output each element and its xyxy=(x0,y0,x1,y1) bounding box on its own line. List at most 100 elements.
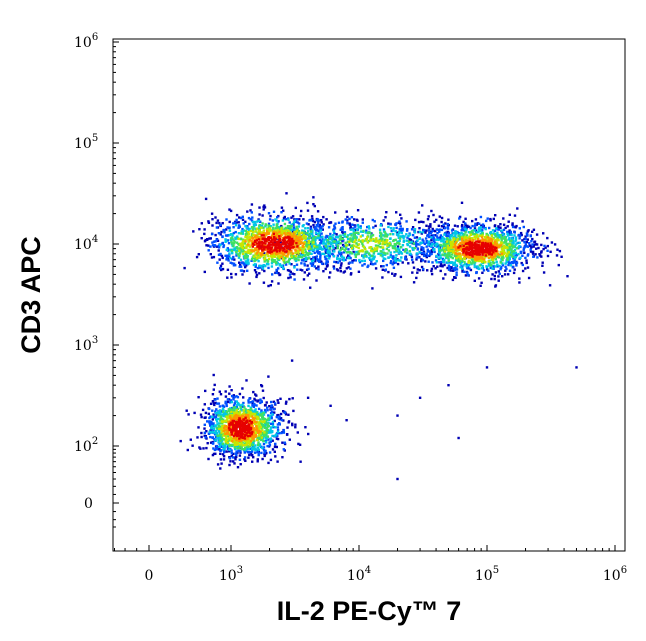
event-dot xyxy=(306,264,309,267)
event-dot xyxy=(348,251,351,254)
event-dot xyxy=(239,265,243,268)
event-dot xyxy=(433,239,436,242)
event-dot xyxy=(453,224,457,227)
event-dot xyxy=(334,235,338,239)
event-dot xyxy=(203,431,206,434)
event-dot xyxy=(364,251,367,254)
event-dot xyxy=(428,254,431,258)
event-dot xyxy=(253,269,257,272)
event-dot xyxy=(260,234,264,237)
event-dot xyxy=(308,252,311,255)
event-dot xyxy=(339,264,343,267)
event-dot xyxy=(249,427,252,430)
event-dot xyxy=(455,271,458,274)
event-dot xyxy=(452,245,455,249)
event-dot xyxy=(472,239,475,242)
event-dot xyxy=(378,239,382,243)
event-dot xyxy=(459,245,462,248)
event-dot xyxy=(515,261,519,264)
event-dot xyxy=(242,229,246,232)
event-dot xyxy=(407,234,410,238)
event-dot xyxy=(266,409,269,412)
event-dot xyxy=(518,227,521,230)
event-dot xyxy=(406,251,409,255)
event-dot xyxy=(266,247,269,250)
event-dot xyxy=(199,447,202,450)
event-dot xyxy=(305,222,309,225)
event-dot xyxy=(371,218,374,222)
event-dot xyxy=(244,220,247,223)
event-dot xyxy=(303,241,307,244)
event-dot xyxy=(246,255,249,258)
event-dot xyxy=(217,249,220,252)
event-dot xyxy=(481,246,485,250)
event-dot xyxy=(280,264,284,267)
event-dot xyxy=(247,399,250,402)
event-dot xyxy=(273,445,277,448)
event-dot xyxy=(371,254,374,257)
event-dot xyxy=(290,249,293,253)
event-dot xyxy=(361,221,364,224)
event-dot xyxy=(269,428,272,431)
event-dot xyxy=(367,252,371,255)
event-dot xyxy=(229,460,232,463)
event-dot xyxy=(254,448,257,452)
event-dot xyxy=(236,413,239,416)
event-dot xyxy=(491,242,495,245)
event-dot xyxy=(353,235,356,238)
event-dot xyxy=(531,252,535,255)
event-dot xyxy=(339,251,342,255)
event-dot xyxy=(286,269,290,272)
event-dot xyxy=(430,267,434,271)
event-dot xyxy=(268,246,272,249)
event-dot xyxy=(459,252,462,255)
event-dot xyxy=(264,242,267,245)
event-dot xyxy=(510,244,514,247)
event-dot xyxy=(247,262,250,265)
event-dot xyxy=(392,233,395,236)
event-dot xyxy=(430,269,433,273)
event-dot xyxy=(267,284,270,288)
event-dot xyxy=(234,400,237,403)
event-dot xyxy=(262,229,265,232)
event-dot xyxy=(350,234,353,237)
event-dot xyxy=(481,243,484,246)
event-dot xyxy=(214,439,217,442)
event-dot xyxy=(260,241,263,244)
event-dot xyxy=(348,243,351,246)
event-dot xyxy=(294,235,297,238)
event-dot xyxy=(263,454,266,458)
event-dot xyxy=(494,240,497,244)
event-dot xyxy=(230,414,233,417)
event-dot xyxy=(341,220,344,223)
event-dot xyxy=(224,445,227,448)
event-dot xyxy=(457,252,460,256)
event-dot xyxy=(221,222,224,225)
event-dot xyxy=(391,245,394,248)
event-dot xyxy=(389,260,393,263)
event-dot xyxy=(379,224,382,227)
event-dot xyxy=(482,224,485,228)
event-dot xyxy=(449,269,452,272)
event-dot xyxy=(260,436,264,439)
event-dot xyxy=(295,229,299,232)
event-dot xyxy=(200,431,203,435)
event-dot xyxy=(411,246,414,250)
event-dot xyxy=(250,258,254,261)
event-dot xyxy=(478,226,481,229)
event-dot xyxy=(396,241,399,245)
event-dot xyxy=(247,439,251,442)
event-dot xyxy=(471,224,474,228)
event-dot xyxy=(322,240,325,244)
event-dot xyxy=(500,242,504,245)
event-dot xyxy=(502,237,506,240)
event-dot xyxy=(257,453,260,457)
event-dot xyxy=(299,214,302,218)
event-dot xyxy=(389,251,392,254)
event-dot xyxy=(260,451,263,455)
event-dot xyxy=(217,244,221,248)
event-dot xyxy=(382,257,385,260)
event-dot xyxy=(527,229,530,232)
event-dot xyxy=(269,458,273,462)
event-dot xyxy=(250,249,253,252)
